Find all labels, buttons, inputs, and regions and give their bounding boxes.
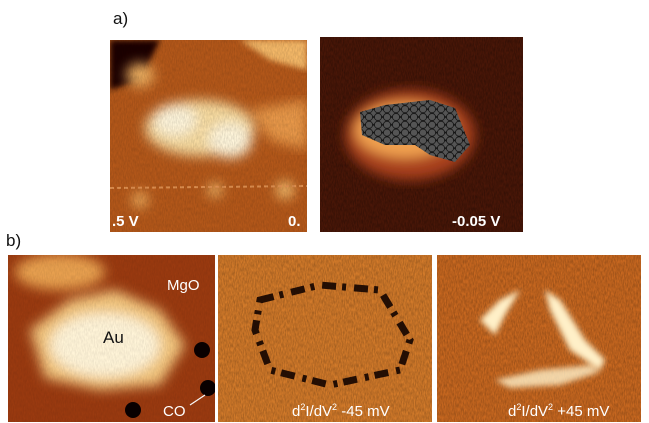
label-part: +45 mV (553, 403, 609, 420)
page: {"panel_a": {"label": "a)", "images": [{… (0, 0, 649, 423)
image-label: 0. (288, 213, 301, 230)
panel-label: b) (6, 231, 21, 250)
stm-image (437, 255, 641, 422)
stm-image (218, 255, 432, 422)
image-label: MgO (167, 277, 200, 294)
label-part: I/dV (521, 403, 548, 420)
label-part: d (292, 403, 300, 420)
image-label: Au (103, 328, 124, 347)
stm-image (110, 40, 307, 232)
label-part: d (508, 403, 516, 420)
label-part: I/dV (305, 403, 332, 420)
image-label: CO (163, 403, 186, 420)
label-part: -45 mV (337, 403, 390, 420)
image-label: d2I/dV2 -45 mV (292, 402, 390, 420)
stm-image (320, 37, 523, 232)
image-label: d2I/dV2 +45 mV (508, 402, 609, 420)
figure: a) b) .5 V 0. -0.05 V (0, 0, 649, 423)
panel-label: a) (113, 9, 128, 28)
image-label: -0.05 V (452, 213, 500, 230)
image-label: .5 V (112, 213, 139, 230)
